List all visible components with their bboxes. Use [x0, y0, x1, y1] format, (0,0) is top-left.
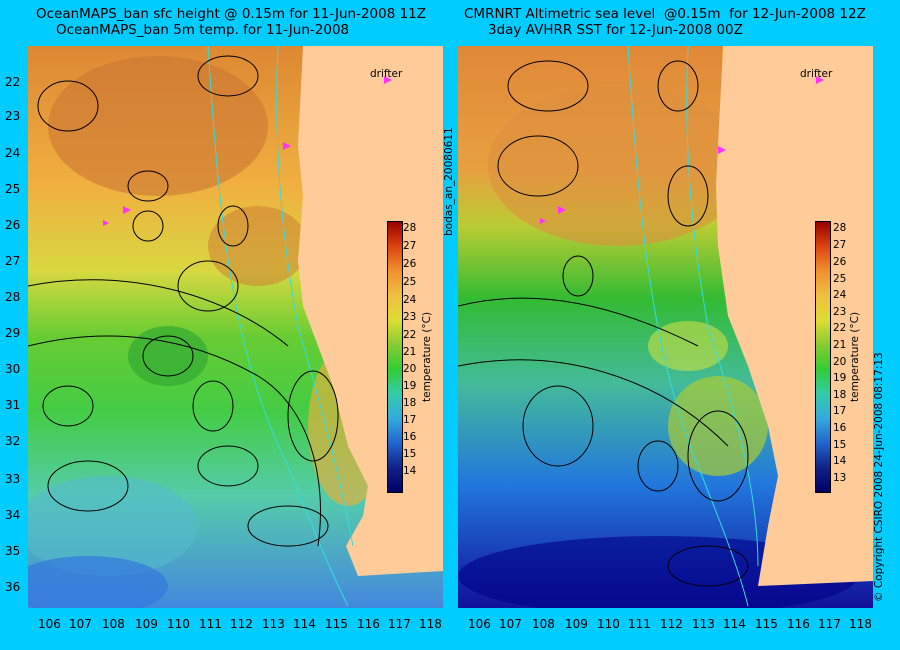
lat-tick: 36: [5, 580, 21, 594]
lat-tick: 26: [5, 218, 21, 232]
lat-tick: 28: [5, 290, 21, 304]
right-title-line2: 3day AVHRR SST for 12-Jun-2008 00Z: [488, 22, 743, 38]
lon-tick: 112: [660, 617, 683, 631]
lat-tick: 33: [5, 472, 21, 486]
drifter-label-left: drifter: [370, 68, 403, 80]
cbar-tick: 25: [403, 276, 417, 288]
cbar-tick: 23: [403, 311, 417, 323]
lat-tick: 23: [5, 109, 21, 123]
cbar-tick: 13: [833, 472, 847, 484]
product-id-label: bodas_an_20080611: [443, 127, 455, 236]
lon-tick: 113: [262, 617, 285, 631]
left-map[interactable]: [28, 46, 443, 608]
left-title-line2: OceanMAPS_ban 5m temp. for 11-Jun-2008: [56, 22, 350, 38]
lon-tick: 114: [723, 617, 746, 631]
cbar-tick: 26: [403, 258, 417, 270]
left-title-line1: OceanMAPS_ban sfc height @ 0.15m for 11-…: [36, 6, 427, 22]
lon-tick: 111: [628, 617, 651, 631]
lon-tick: 112: [230, 617, 253, 631]
cbar-tick: 17: [403, 414, 417, 426]
lon-tick: 118: [419, 617, 442, 631]
lat-tick: 30: [5, 362, 21, 376]
drifter-label-right: drifter: [800, 68, 833, 80]
lon-tick: 109: [565, 617, 588, 631]
lat-tick: 32: [5, 434, 21, 448]
cbar-tick: 25: [833, 273, 847, 285]
cbar-tick: 27: [403, 240, 417, 252]
lon-tick: 118: [849, 617, 872, 631]
colorbar-title: temperature (°C): [421, 311, 433, 402]
lon-tick: 107: [499, 617, 522, 631]
lat-tick: 35: [5, 544, 21, 558]
lon-tick: 116: [357, 617, 380, 631]
lon-tick: 108: [532, 617, 555, 631]
lon-tick: 109: [135, 617, 158, 631]
cbar-tick: 21: [403, 346, 417, 358]
cbar-tick: 18: [833, 389, 847, 401]
right-map[interactable]: [458, 46, 873, 608]
lat-tick: 31: [5, 398, 21, 412]
lon-tick: 110: [167, 617, 190, 631]
lon-tick: 111: [199, 617, 222, 631]
cbar-tick: 17: [833, 405, 847, 417]
colorbar-gradient: [387, 221, 403, 493]
lon-tick: 116: [787, 617, 810, 631]
cbar-tick: 26: [833, 256, 847, 268]
cbar-tick: 14: [833, 455, 847, 467]
lon-tick: 106: [38, 617, 61, 631]
cbar-tick: 21: [833, 339, 847, 351]
cbar-tick: 15: [403, 448, 417, 460]
lat-tick: 34: [5, 508, 21, 522]
colorbar-gradient: [815, 221, 831, 493]
cbar-tick: 18: [403, 397, 417, 409]
right-title-line1: CMRNRT Altimetric sea level @0.15m for 1…: [464, 6, 866, 22]
cbar-tick: 28: [833, 222, 847, 234]
cbar-tick: 22: [833, 322, 847, 334]
cbar-tick: 14: [403, 465, 417, 477]
lat-tick: 27: [5, 254, 21, 268]
lon-tick: 107: [69, 617, 92, 631]
cbar-tick: 28: [403, 222, 417, 234]
cbar-tick: 22: [403, 329, 417, 341]
lat-tick: 24: [5, 146, 21, 160]
lon-tick: 115: [755, 617, 778, 631]
copyright-label: © Copyright CSIRO 2008 24-Jun-2008 08:17…: [873, 352, 885, 602]
lon-tick: 106: [468, 617, 491, 631]
lon-tick: 108: [102, 617, 125, 631]
lat-tick: 25: [5, 182, 21, 196]
cbar-tick: 27: [833, 239, 847, 251]
lon-tick: 115: [325, 617, 348, 631]
cbar-tick: 19: [833, 372, 847, 384]
cbar-tick: 23: [833, 306, 847, 318]
lon-tick: 117: [818, 617, 841, 631]
lon-tick: 114: [293, 617, 316, 631]
cbar-tick: 20: [833, 356, 847, 368]
cbar-tick: 16: [403, 431, 417, 443]
cbar-tick: 19: [403, 380, 417, 392]
colorbar-title: temperature (°C): [849, 311, 861, 402]
lat-tick: 29: [5, 326, 21, 340]
cbar-tick: 24: [833, 289, 847, 301]
cbar-tick: 16: [833, 422, 847, 434]
lon-tick: 117: [388, 617, 411, 631]
lon-tick: 110: [597, 617, 620, 631]
lat-tick: 22: [5, 75, 21, 89]
cbar-tick: 15: [833, 439, 847, 451]
cbar-tick: 20: [403, 363, 417, 375]
lon-tick: 113: [692, 617, 715, 631]
cbar-tick: 24: [403, 294, 417, 306]
